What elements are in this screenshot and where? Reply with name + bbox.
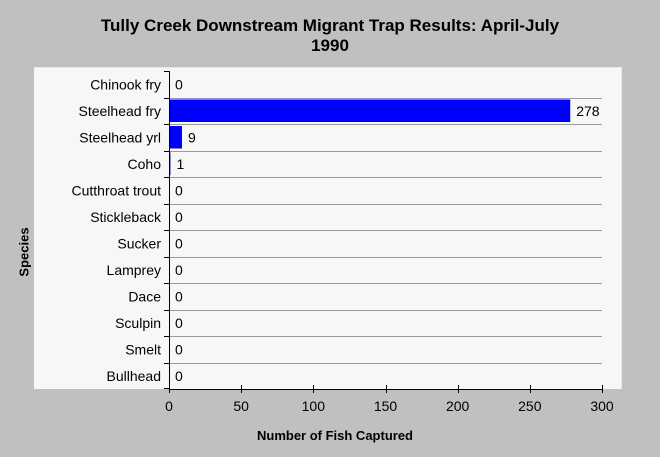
x-tick-label: 300 (590, 398, 614, 414)
category-label: Steelhead yrl (79, 129, 161, 145)
category-label: Sucker (117, 235, 161, 251)
data-label: 0 (175, 315, 183, 331)
x-tick-label: 100 (302, 398, 326, 414)
category-label: Chinook fry (90, 76, 161, 92)
data-label: 0 (175, 262, 183, 278)
bar (170, 126, 182, 149)
x-tick-label: 200 (446, 398, 470, 414)
x-tick-label: 250 (518, 398, 542, 414)
category-label: Bullhead (107, 368, 162, 384)
category-label: Cutthroat trout (72, 182, 162, 198)
data-label: 0 (175, 209, 183, 225)
data-label: 0 (175, 235, 183, 251)
data-label: 0 (175, 76, 183, 92)
chart-title: Tully Creek Downstream Migrant Trap Resu… (100, 16, 560, 35)
x-tick-label: 0 (165, 398, 173, 414)
bar (170, 99, 571, 122)
x-tick-label: 50 (233, 398, 249, 414)
x-tick-label: 150 (374, 398, 398, 414)
category-label: Dace (128, 288, 161, 304)
data-label: 0 (175, 288, 183, 304)
data-label: 1 (176, 156, 184, 172)
category-label: Stickleback (90, 209, 162, 225)
data-label: 0 (175, 368, 183, 384)
category-label: Steelhead fry (79, 103, 162, 119)
data-label: 0 (175, 341, 183, 357)
data-label: 9 (188, 129, 196, 145)
category-label: Coho (128, 156, 162, 172)
x-axis-label: Number of Fish Captured (256, 428, 413, 443)
chart-title-year: 1990 (311, 36, 349, 55)
category-label: Lamprey (107, 262, 161, 278)
data-label: 0 (175, 182, 183, 198)
data-label: 278 (576, 103, 600, 119)
y-axis-label: Species (16, 227, 32, 277)
category-label: Smelt (125, 341, 161, 357)
category-label: Sculpin (115, 315, 161, 331)
